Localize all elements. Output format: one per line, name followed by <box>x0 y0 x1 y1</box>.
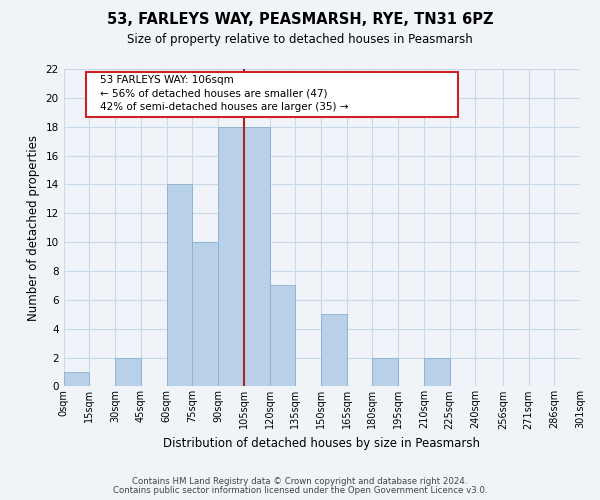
FancyBboxPatch shape <box>86 72 458 117</box>
Bar <box>269 286 295 386</box>
Y-axis label: Number of detached properties: Number of detached properties <box>27 134 40 320</box>
Bar <box>424 358 449 386</box>
Bar <box>218 126 244 386</box>
Bar <box>321 314 347 386</box>
Bar <box>64 372 89 386</box>
X-axis label: Distribution of detached houses by size in Peasmarsh: Distribution of detached houses by size … <box>163 437 481 450</box>
Bar <box>167 184 193 386</box>
Text: 53, FARLEYS WAY, PEASMARSH, RYE, TN31 6PZ: 53, FARLEYS WAY, PEASMARSH, RYE, TN31 6P… <box>107 12 493 28</box>
Text: 53 FARLEYS WAY: 106sqm
← 56% of detached houses are smaller (47)
42% of semi-det: 53 FARLEYS WAY: 106sqm ← 56% of detached… <box>100 76 348 112</box>
Text: Size of property relative to detached houses in Peasmarsh: Size of property relative to detached ho… <box>127 32 473 46</box>
Bar <box>244 126 269 386</box>
Text: Contains public sector information licensed under the Open Government Licence v3: Contains public sector information licen… <box>113 486 487 495</box>
Bar <box>115 358 141 386</box>
Bar <box>580 358 600 386</box>
Bar <box>193 242 218 386</box>
Text: Contains HM Land Registry data © Crown copyright and database right 2024.: Contains HM Land Registry data © Crown c… <box>132 477 468 486</box>
Bar <box>373 358 398 386</box>
